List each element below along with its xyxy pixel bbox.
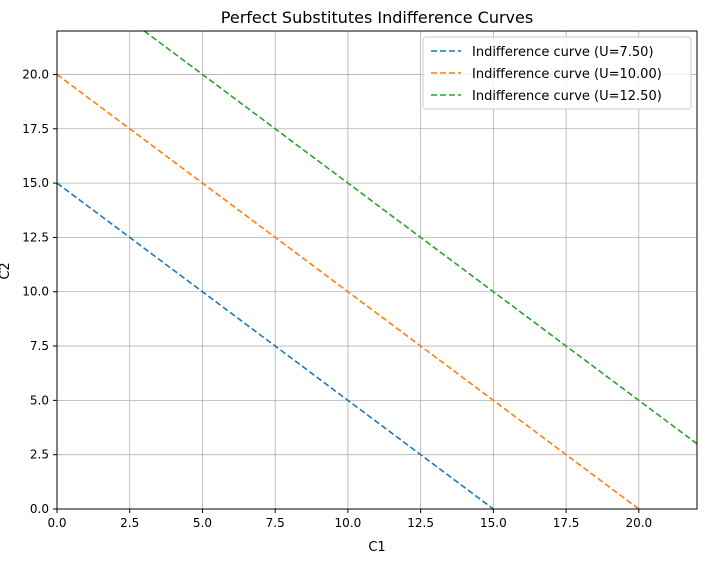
x-tick-label: 10.0 [335,516,362,530]
series-line-2 [57,73,640,509]
chart-title: Perfect Substitutes Indifference Curves [221,8,533,27]
y-tick-label: 10.0 [22,285,49,299]
y-tick-label: 5.0 [30,393,49,407]
y-tick-label: 12.5 [22,230,49,244]
x-tick-label: 20.0 [625,516,652,530]
x-tick-label: 15.0 [480,516,507,530]
legend-label: Indifference curve (U=10.00) [472,67,662,82]
x-tick-label: 17.5 [553,516,580,530]
legend-box [422,36,692,110]
series-line-3 [143,31,697,445]
x-tick-label: 12.5 [407,516,434,530]
y-tick-label: 20.0 [22,67,49,81]
series-lines [57,31,697,509]
legend: Indifference curve (U=7.50) Indifference … [422,36,692,110]
legend-label: Indifference curve (U=12.50) [472,89,662,104]
y-tick-label: 15.0 [22,176,49,190]
x-axis-label: C1 [368,540,385,555]
y-axis-ticks: 0.0 2.5 5.0 7.5 10.0 12.5 15.0 17.5 20.0 [22,67,57,516]
x-tick-label: 0.0 [47,516,66,530]
y-tick-label: 0.0 [30,502,49,516]
x-axis-ticks: 0.0 2.5 5.0 7.5 10.0 12.5 15.0 17.5 20.0 [47,509,652,530]
legend-label: Indifference curve (U=7.50) [472,45,654,60]
y-tick-label: 17.5 [22,122,49,136]
y-axis-label: C2 [0,262,13,279]
x-tick-label: 2.5 [120,516,139,530]
x-tick-label: 7.5 [266,516,285,530]
plot-area-frame [56,30,698,510]
x-tick-label: 5.0 [193,516,212,530]
series-line-1 [57,182,494,509]
y-tick-label: 2.5 [30,448,49,462]
y-tick-label: 7.5 [30,339,49,353]
